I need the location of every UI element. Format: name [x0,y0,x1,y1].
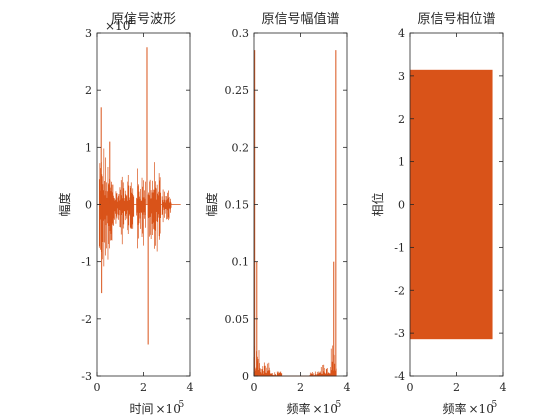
y-tick-label: 0.3 [232,27,250,40]
y-tick-label: -1 [81,256,92,269]
x-tick-label: 2 [140,381,147,394]
y-tick-label: 0.1 [232,256,250,269]
y-tick-label: -3 [81,370,92,383]
signal-line [97,148,181,267]
y-axis-label: 相位 [370,192,385,216]
y-tick-label: 0 [242,370,249,383]
axes-box [253,32,348,377]
data-trace [253,50,337,377]
x-multiplier-exponent: 5 [492,400,498,410]
x-tick-label: 4 [500,381,507,394]
y-tick-label: -1 [394,241,405,254]
x-tick-label: 2 [297,381,304,394]
y-tick-label: -4 [394,370,405,383]
x-multiplier: ×10 [469,402,494,416]
y-tick-label: 0.15 [225,199,250,212]
axes-title: 原信号幅值谱 [261,11,339,27]
y-tick-label: 0.2 [232,141,250,154]
x-axis-label: 频率 [442,401,466,416]
x-tick-label: 4 [187,381,194,394]
y-axis-label: 幅度 [57,192,72,216]
y-tick-label: 0.05 [225,313,250,326]
x-multiplier: ×10 [313,402,338,416]
x-axis-label: 频率 [286,401,310,416]
x-multiplier-exponent: 5 [336,400,342,410]
y-tick-label: -3 [394,327,405,340]
x-tick-label: 0 [407,381,414,394]
y-multiplier-exponent: 4 [128,17,134,27]
y-tick-label: 2 [398,113,405,126]
y-tick-label: -2 [81,313,92,326]
x-tick-label: 0 [251,381,258,394]
y-tick-label: 0.25 [225,84,250,97]
x-tick-label: 0 [94,381,101,394]
y-multiplier: ×10 [105,19,130,33]
y-tick-label: 1 [85,141,92,154]
x-tick-label: 2 [453,381,460,394]
x-multiplier-exponent: 5 [179,400,185,410]
y-tick-label: 3 [398,70,405,83]
x-axis-label: 时间 [129,402,153,416]
data-trace [410,69,493,340]
y-axis-label: 幅度 [204,192,219,216]
x-tick-label: 4 [344,381,351,394]
y-tick-label: 2 [85,84,92,97]
axes-title: 原信号相位谱 [417,12,495,27]
y-tick-label: -2 [394,284,405,297]
data-trace [97,47,181,345]
y-tick-label: 3 [85,27,92,40]
y-tick-label: 0 [398,199,405,212]
axes-title: 原信号波形 [111,12,176,27]
y-tick-label: 4 [398,27,405,40]
y-tick-label: 1 [398,156,405,169]
phase-band [410,69,493,340]
y-tick-label: 0 [85,199,92,212]
signal-line [253,345,337,377]
x-multiplier: ×10 [156,402,181,416]
